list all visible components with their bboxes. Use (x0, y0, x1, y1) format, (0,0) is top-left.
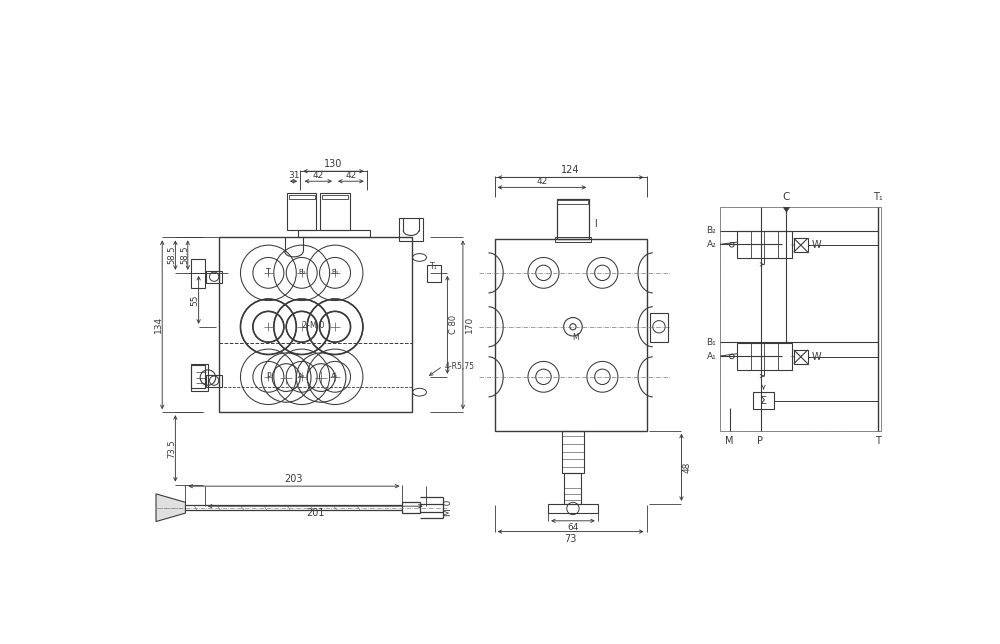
Bar (219, 238, 412, 412)
Bar (427, 265, 441, 282)
Bar (794, 350, 808, 364)
Text: 55: 55 (190, 294, 199, 305)
Text: P: P (758, 437, 764, 446)
Bar (548, 504, 598, 513)
Text: 31: 31 (288, 171, 299, 180)
Bar (298, 230, 370, 238)
Text: 58.5: 58.5 (180, 246, 189, 265)
Bar (191, 365, 205, 388)
Bar (206, 375, 222, 387)
Text: M: M (572, 333, 579, 342)
Text: B₁: B₁ (707, 337, 716, 346)
Bar (287, 193, 316, 230)
Bar (555, 238, 591, 242)
Text: Σ: Σ (760, 395, 767, 406)
Bar (191, 364, 208, 392)
Text: A₂: A₂ (298, 373, 306, 379)
Polygon shape (156, 494, 185, 522)
Text: 170: 170 (465, 316, 474, 334)
Text: A₂: A₂ (707, 240, 716, 249)
Text: 201: 201 (306, 508, 325, 518)
Text: 42: 42 (313, 171, 324, 180)
Text: 130: 130 (324, 159, 343, 169)
Bar (557, 199, 589, 239)
Bar (191, 259, 205, 289)
Text: M: M (725, 437, 734, 446)
Bar (564, 473, 581, 504)
Text: 58.5: 58.5 (168, 246, 177, 265)
Bar (562, 431, 584, 473)
Text: T: T (266, 268, 271, 276)
Text: T₁: T₁ (430, 262, 438, 271)
Bar (399, 218, 423, 242)
Text: W: W (812, 240, 821, 250)
Bar (322, 195, 348, 199)
Text: 48: 48 (682, 462, 691, 473)
Text: P: P (266, 372, 271, 381)
Text: W: W (812, 352, 821, 362)
Bar (720, 207, 881, 431)
Bar (753, 392, 774, 409)
Text: 124: 124 (561, 166, 580, 175)
Bar (650, 313, 668, 342)
Bar (402, 502, 420, 513)
Text: 4-R5,75: 4-R5,75 (445, 361, 475, 370)
Text: l: l (594, 218, 597, 229)
Bar (737, 231, 792, 258)
Text: 42: 42 (345, 171, 357, 180)
Text: 73: 73 (564, 533, 577, 544)
Text: 73.5: 73.5 (168, 439, 177, 458)
Text: A₁: A₁ (331, 373, 339, 379)
Bar (495, 239, 647, 431)
Text: A₁: A₁ (707, 352, 716, 361)
Bar (206, 270, 222, 283)
Text: B₂: B₂ (707, 226, 716, 235)
Text: T₁: T₁ (873, 192, 883, 202)
Polygon shape (783, 207, 790, 212)
Text: T: T (875, 437, 881, 446)
Text: C 80: C 80 (449, 316, 458, 334)
Bar (720, 207, 881, 431)
Text: C: C (783, 192, 790, 202)
Bar (320, 193, 350, 230)
Bar (794, 238, 808, 252)
Text: 64: 64 (567, 523, 579, 532)
Text: 134: 134 (154, 316, 163, 334)
Text: B₁: B₁ (331, 269, 339, 275)
Text: B₂: B₂ (298, 269, 306, 275)
Text: 203: 203 (285, 474, 303, 484)
Text: 42: 42 (536, 176, 548, 185)
Text: M 0: M 0 (444, 500, 453, 516)
Bar (289, 195, 315, 199)
Bar (737, 343, 792, 370)
Text: 2-M 0: 2-M 0 (302, 321, 325, 330)
Bar (557, 200, 588, 204)
